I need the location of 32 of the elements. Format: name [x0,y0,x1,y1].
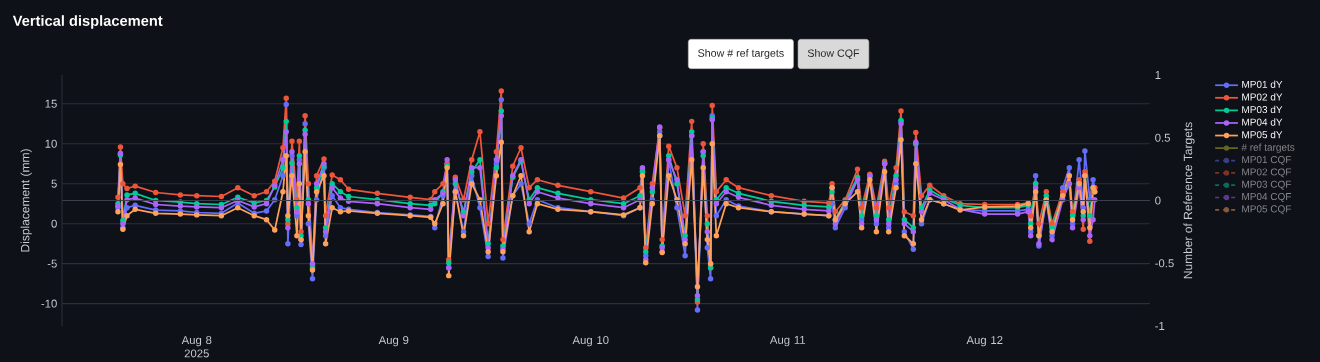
legend-label: MP04 CQF [1242,193,1292,202]
legend-label: MP03 dY [1242,105,1283,114]
legend-label: MP03 CQF [1242,180,1292,190]
legend-label: MP01 CQF [1242,156,1292,165]
legend-label: MP01 dY [1242,80,1283,88]
legend-label: # ref targets [1241,143,1295,153]
y-tick-label: 15 [45,99,57,108]
x-tick-label: Aug 12 [966,336,1003,347]
y-axis-title: Displacement (mm) [20,149,32,252]
y2-tick-label: 0.5 [1155,133,1170,142]
chart-title: Vertical displacement [12,15,163,29]
legend-label: MP04 dY [1242,118,1283,126]
y-tick-label: -10 [41,299,57,308]
x-tick-label: Aug 11 [769,336,806,347]
y2-tick-label: 0 [1155,196,1161,205]
legend-label: MP02 dY [1242,93,1283,101]
x-tick-label: Aug 8 2025 [181,336,212,358]
text: Show CQF [807,49,860,59]
x-tick-label: Aug 9 [378,336,409,347]
y2-tick-label: 1 [1155,71,1161,79]
legend-label: MP05 dY [1242,130,1283,139]
y-tick-label: 10 [45,139,57,148]
y2-axis-title: Number of Reference Targets [1183,122,1195,279]
y-tick-label: 0 [51,219,57,228]
legend-label: MP02 CQF [1242,168,1292,178]
y2-tick-label: -0.5 [1155,259,1174,268]
legend-label: MP05 CQF [1242,205,1292,215]
y2-tick-label: -1 [1155,322,1165,330]
text: Show # ref targets [698,49,784,59]
y-tick-label: 5 [51,179,57,188]
y-tick-label: -5 [47,259,57,268]
x-tick-label: Aug 10 [572,336,609,347]
